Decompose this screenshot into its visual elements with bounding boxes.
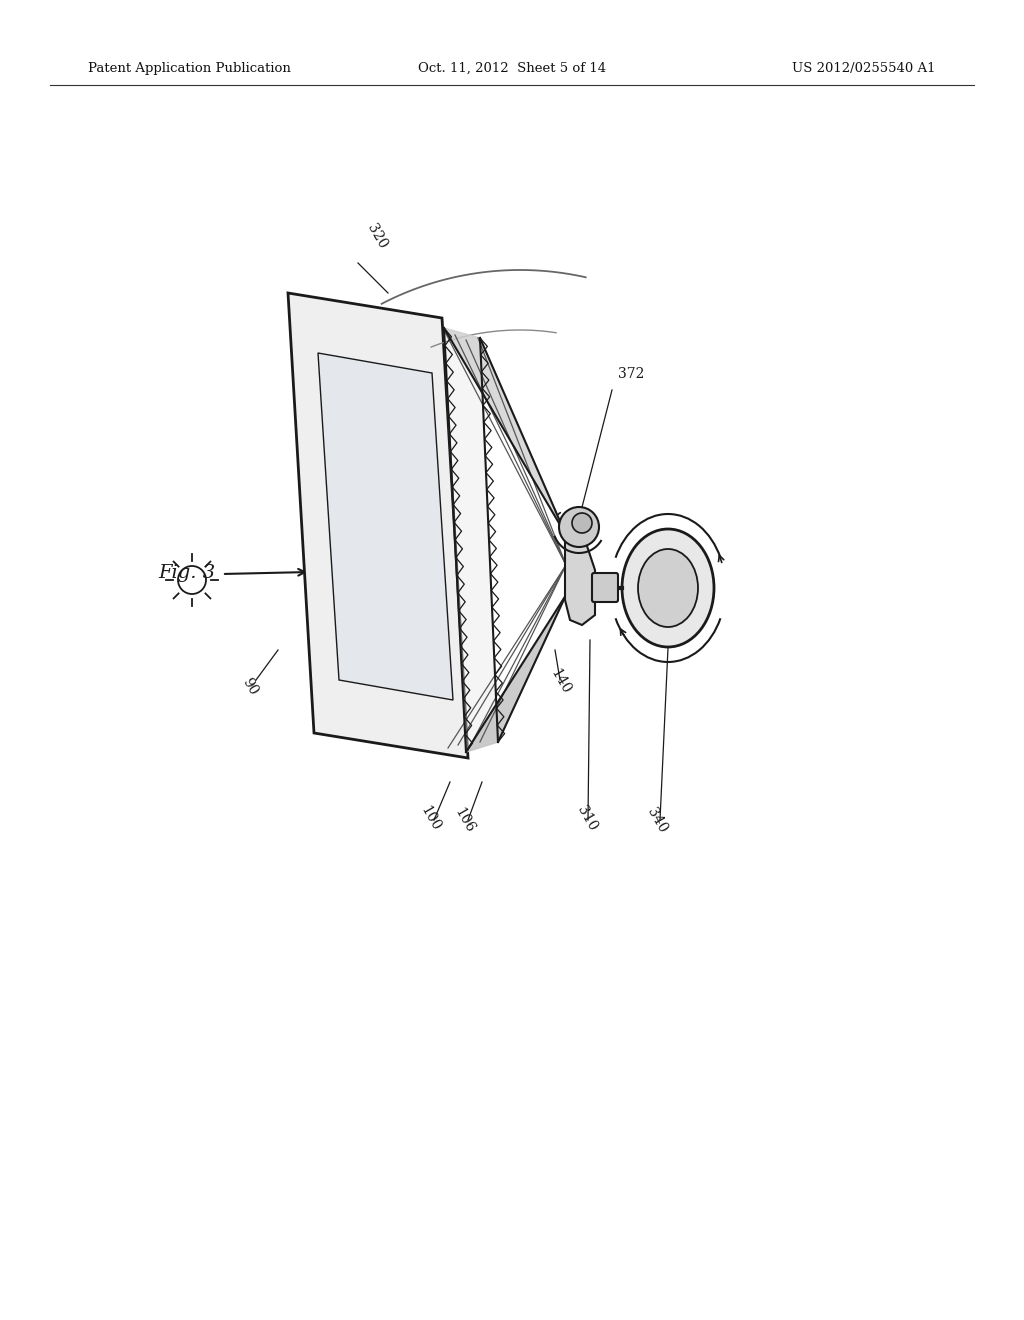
Polygon shape (444, 327, 566, 535)
Text: 320: 320 (364, 222, 389, 251)
Polygon shape (444, 327, 498, 752)
Polygon shape (318, 352, 453, 700)
Text: US 2012/0255540 A1: US 2012/0255540 A1 (793, 62, 936, 75)
Text: Oct. 11, 2012  Sheet 5 of 14: Oct. 11, 2012 Sheet 5 of 14 (418, 62, 606, 75)
Ellipse shape (622, 529, 714, 647)
Text: 90: 90 (240, 676, 261, 698)
Ellipse shape (638, 549, 698, 627)
Text: Fig. 3: Fig. 3 (158, 564, 215, 582)
Text: Patent Application Publication: Patent Application Publication (88, 62, 291, 75)
Polygon shape (288, 293, 468, 758)
Circle shape (572, 513, 592, 533)
Text: 150: 150 (322, 405, 347, 436)
FancyBboxPatch shape (592, 573, 618, 602)
Text: 100: 100 (418, 803, 443, 833)
Polygon shape (565, 536, 595, 624)
Text: 340: 340 (644, 805, 670, 836)
Circle shape (559, 507, 599, 546)
Polygon shape (466, 595, 566, 752)
Text: 310: 310 (574, 803, 599, 833)
Text: 106: 106 (452, 805, 477, 836)
Text: 140: 140 (548, 667, 573, 696)
Text: 372: 372 (618, 367, 644, 381)
